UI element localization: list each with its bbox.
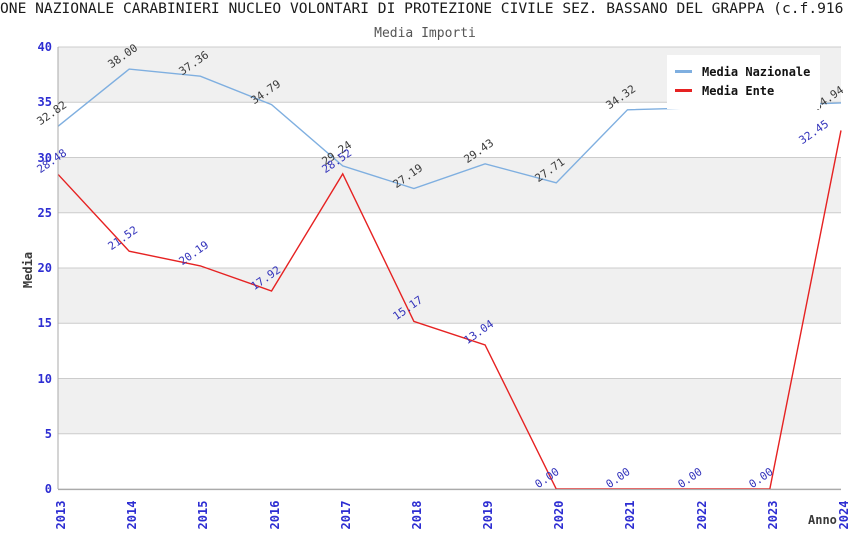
y-axis-title: Media	[21, 251, 35, 289]
chart-title: ONE NAZIONALE CARABINIERI NUCLEO VOLONTA…	[0, 0, 844, 17]
media-nazionale-line-swatch-icon	[675, 70, 692, 73]
x-axis-tick-label: 2022	[694, 500, 709, 530]
y-axis-tick-label: 30	[37, 150, 52, 165]
x-axis-tick-label: 2016	[267, 500, 282, 530]
x-axis-tick-label: 2023	[765, 500, 780, 530]
y-axis-tick-label: 20	[37, 261, 52, 275]
y-axis-tick-label: 25	[37, 205, 52, 220]
legend-item-media-nazionale: Media Nazionale	[675, 64, 820, 79]
x-axis-tick-label: 2019	[481, 500, 496, 530]
y-axis-tick-label: 0	[44, 482, 52, 496]
y-axis-tick-label: 15	[37, 316, 52, 331]
x-axis-tick-label: 2018	[409, 500, 424, 530]
chart-subtitle: Media Importi	[374, 26, 476, 41]
y-axis-tick-label: 40	[37, 40, 52, 54]
x-axis-tick-label: 2014	[125, 500, 140, 530]
legend-label: Media Ente	[702, 83, 775, 98]
legend-label: Media Nazionale	[702, 64, 811, 79]
x-axis-tick-label: 2020	[552, 500, 567, 530]
x-axis-title: Anno	[808, 513, 837, 527]
x-axis-tick-label: 2015	[196, 500, 211, 530]
y-axis-tick-label: 5	[44, 426, 52, 441]
y-axis-tick-label: 35	[37, 95, 52, 110]
legend: Media Nazionale Media Ente	[667, 55, 820, 109]
x-axis-tick-label: 2013	[54, 500, 68, 530]
x-axis-tick-label: 2021	[623, 500, 638, 530]
y-axis-tick-label: 10	[37, 371, 52, 386]
x-axis-tick-label: 2017	[338, 500, 353, 530]
legend-item-media-ente: Media Ente	[675, 83, 820, 98]
x-axis-tick-label: 2024	[837, 500, 850, 530]
media-ente-line-swatch-icon	[675, 89, 692, 92]
